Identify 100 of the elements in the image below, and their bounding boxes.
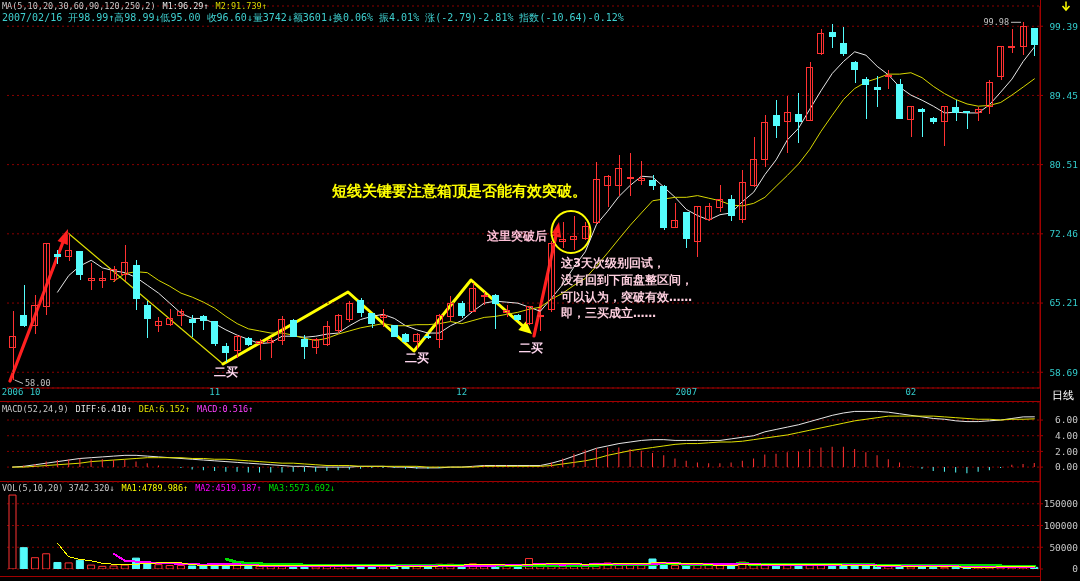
candlestick	[143, 300, 151, 339]
candlestick	[65, 232, 73, 262]
y-tick-label: 100000	[1043, 519, 1079, 531]
bar	[75, 559, 84, 569]
annotation: 没有回到下面盘整区间，	[561, 272, 693, 287]
x-tick-label: 11	[209, 387, 221, 398]
bar	[693, 564, 702, 569]
candlestick	[42, 242, 50, 316]
x-tick-label: 12	[456, 387, 468, 398]
x-tick-label: 2007	[675, 387, 698, 398]
bar	[188, 565, 197, 569]
candlestick	[940, 105, 948, 147]
candlestick	[907, 105, 915, 138]
text: DIFF:6.410↑	[75, 404, 132, 414]
bar	[87, 564, 96, 569]
candlestick	[570, 215, 578, 251]
candlestick	[233, 334, 241, 359]
chart-title: VOL(5,10,20) 3742.320↓	[2, 483, 115, 493]
candlestick	[716, 184, 724, 213]
annotation: 这3天次级别回试，	[561, 256, 666, 270]
candlestick	[1008, 28, 1016, 54]
bar	[603, 562, 612, 569]
annotation: 短线关键要注意箱顶是否能有效突破。	[332, 182, 587, 200]
candlestick	[884, 69, 892, 90]
annotation: 58.00	[25, 378, 51, 388]
candlestick	[536, 311, 544, 332]
bar	[502, 565, 511, 569]
candlestick	[952, 99, 960, 122]
candlestick	[491, 293, 499, 330]
candlestick	[851, 60, 859, 84]
candlestick	[267, 336, 275, 359]
candlestick	[626, 152, 634, 197]
bar	[884, 565, 893, 569]
bar	[839, 565, 848, 569]
annotation: 即，三买成立……	[561, 305, 656, 320]
candlestick	[345, 300, 353, 323]
bar	[996, 565, 1005, 569]
candlestick	[31, 294, 39, 335]
bar	[109, 565, 118, 569]
text: MA1:4789.986↑	[121, 483, 189, 493]
y-tick-label: 2.00	[1055, 445, 1079, 457]
candlestick	[188, 314, 196, 338]
bar	[120, 564, 129, 569]
candlestick	[761, 114, 769, 168]
annotation: MACD:0.516↑	[197, 404, 254, 414]
y-tick-label: 89.45	[1049, 89, 1078, 101]
candlestick	[300, 334, 308, 360]
candlestick	[222, 342, 230, 363]
bar	[42, 553, 51, 569]
candlestick	[87, 262, 95, 291]
text: M2:91.739↑	[215, 1, 267, 11]
bar	[906, 566, 915, 569]
bar	[738, 561, 747, 569]
bar	[749, 564, 758, 569]
candlestick	[693, 205, 701, 258]
y-tick-label: 72.46	[1049, 228, 1079, 240]
chart-title: MA(5,10,20,30,60,90,120,250,2)	[2, 1, 156, 11]
candlestick	[817, 28, 825, 56]
candlestick	[121, 244, 129, 282]
candlestick	[839, 26, 847, 57]
text: DEA:6.152↑	[138, 404, 191, 414]
candlestick	[918, 107, 926, 138]
candlestick	[727, 194, 735, 222]
candlestick	[873, 75, 881, 108]
bar	[64, 562, 73, 569]
text: M1:96.29↑	[162, 1, 209, 11]
candlestick	[256, 338, 264, 361]
x-tick-label: 10	[29, 387, 41, 398]
y-tick-label: 4.00	[1055, 430, 1079, 442]
chart-title: MACD(52,24,9)	[2, 404, 69, 414]
bar	[255, 565, 264, 569]
bar	[98, 565, 107, 569]
annotation: 可以认为，突破有效……	[561, 289, 692, 304]
line-series	[57, 542, 1035, 568]
bar	[670, 565, 679, 569]
candlestick	[604, 174, 612, 208]
candlestick	[469, 282, 477, 313]
candlestick	[738, 169, 746, 224]
y-tick-label: 99.39	[1049, 20, 1079, 32]
candlestick	[794, 92, 802, 144]
y-tick-label: 0.00	[1055, 461, 1079, 473]
candlestick	[435, 313, 443, 349]
candlestick	[76, 251, 84, 281]
bar	[154, 564, 163, 569]
candlestick	[559, 221, 567, 249]
annotation: 这里突破后	[487, 229, 547, 243]
text: 日线	[1052, 389, 1074, 401]
candlestick	[278, 315, 286, 346]
y-tick-label: 58.69	[1049, 366, 1079, 378]
y-tick-label: 65.21	[1049, 297, 1079, 309]
annotation: 二买	[405, 351, 429, 365]
bar	[266, 565, 275, 569]
bar	[940, 566, 949, 569]
bar	[311, 566, 320, 569]
bar	[412, 565, 421, 569]
candlestick	[1019, 21, 1027, 56]
bar	[176, 565, 185, 569]
bar	[985, 565, 994, 569]
candlestick	[997, 45, 1005, 81]
candlestick	[1030, 28, 1038, 57]
